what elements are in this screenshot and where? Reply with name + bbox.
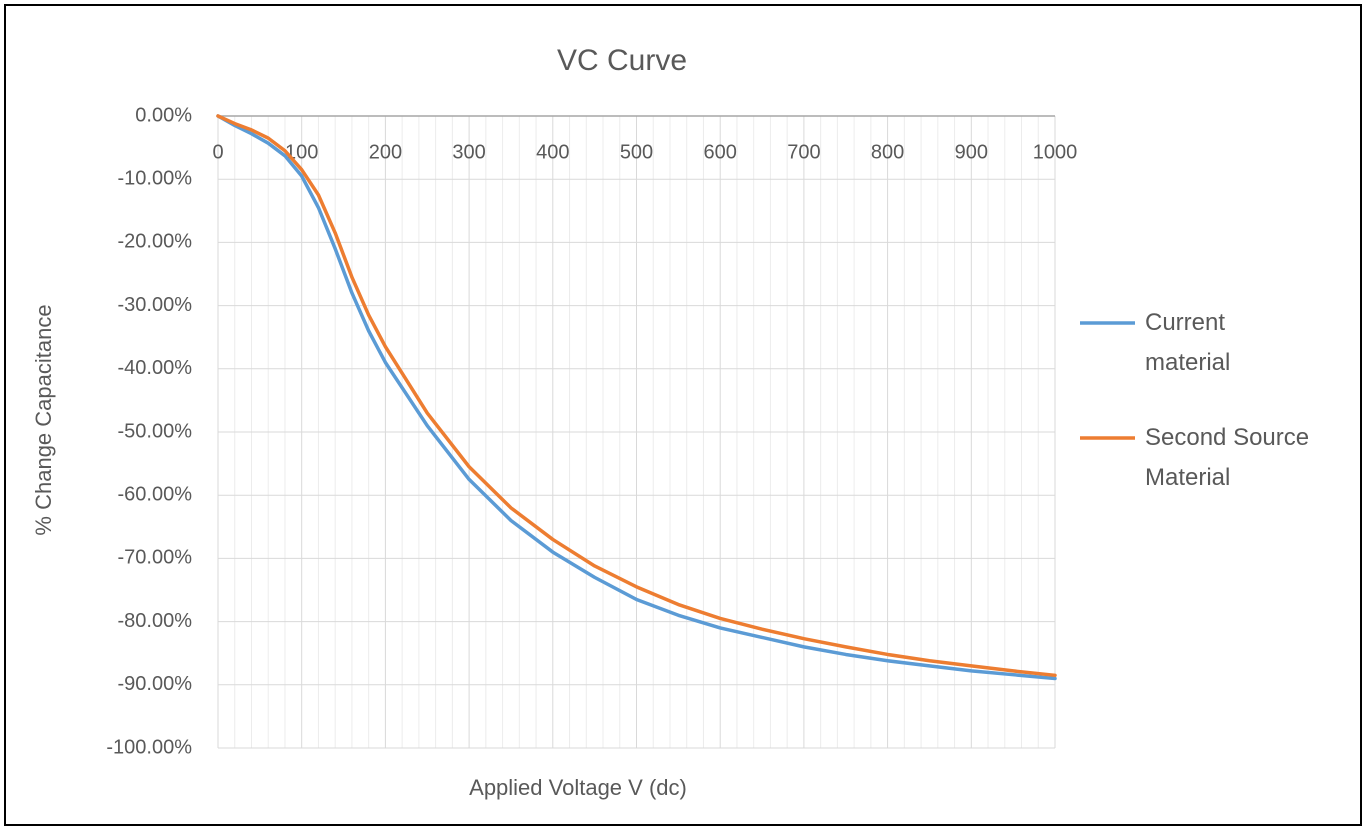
y-tick-label: -10.00% — [118, 167, 193, 189]
y-tick-label: -60.00% — [118, 483, 193, 505]
y-tick-label: -30.00% — [118, 294, 193, 316]
y-tick-label: -80.00% — [118, 610, 193, 632]
x-tick-label: 400 — [536, 141, 569, 163]
y-tick-label: -90.00% — [118, 673, 193, 695]
x-axis-label: Applied Voltage V (dc) — [469, 775, 687, 800]
x-tick-label: 700 — [787, 141, 820, 163]
chart-frame — [4, 4, 1362, 826]
series-line — [216, 114, 1057, 678]
series-line — [216, 114, 1057, 681]
y-tick-label: -40.00% — [118, 357, 193, 379]
x-tick-label: 800 — [871, 141, 904, 163]
x-tick-label: 200 — [369, 141, 402, 163]
y-tick-label: -50.00% — [118, 420, 193, 442]
x-tick-label: 0 — [212, 141, 223, 163]
legend-label: Second Source Material — [1145, 424, 1310, 491]
x-tick-label: 500 — [620, 141, 653, 163]
x-tick-label: 600 — [704, 141, 737, 163]
x-tick-label: 900 — [955, 141, 988, 163]
y-tick-label: 0.00% — [135, 104, 192, 126]
chart-title: VC Curve — [557, 44, 687, 77]
legend-label: Current material — [1145, 309, 1231, 376]
y-axis-label: % Change Capacitance — [31, 304, 56, 535]
x-tick-label: 300 — [452, 141, 485, 163]
x-tick-label: 1000 — [1033, 141, 1078, 163]
y-tick-label: -70.00% — [118, 547, 193, 569]
y-tick-label: -100.00% — [106, 736, 192, 758]
y-tick-label: -20.00% — [118, 231, 193, 253]
